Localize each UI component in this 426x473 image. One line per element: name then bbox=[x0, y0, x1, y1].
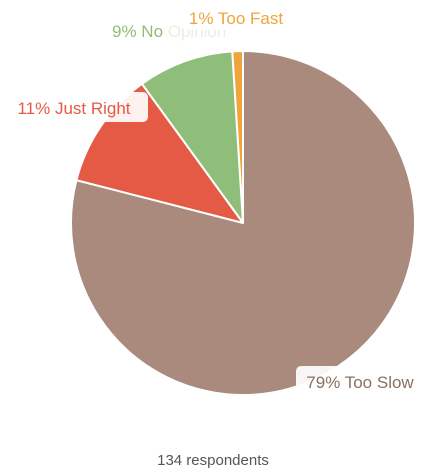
slice-too-slow bbox=[69, 50, 416, 396]
slice-no-opinion bbox=[140, 50, 244, 224]
label-too-fast-text: 1% Too Fast bbox=[189, 9, 283, 28]
label-too-slow-text: 79% Too Slow bbox=[306, 373, 414, 392]
label-too-slow: 79% Too Slow bbox=[296, 366, 424, 396]
respondents-count: 134 respondents bbox=[157, 452, 269, 469]
label-too-fast: 1% Too Fast bbox=[182, 4, 290, 30]
label-just-right: 11% Just Right bbox=[8, 92, 148, 122]
label-just-right-text: 11% Just Right bbox=[17, 99, 130, 118]
